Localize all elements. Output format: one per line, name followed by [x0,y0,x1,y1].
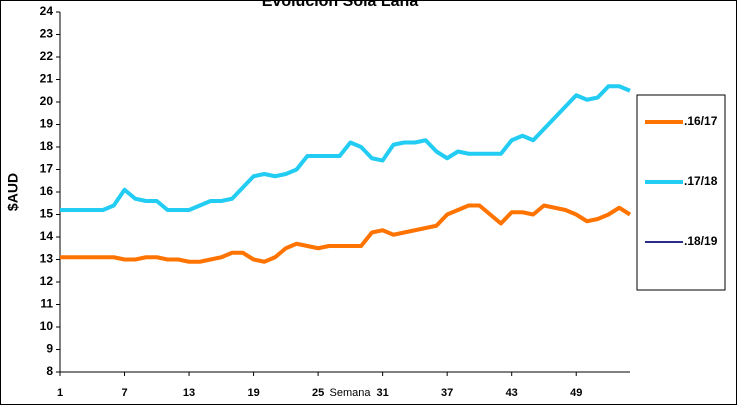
line-series [60,84,631,212]
y-tick-label: 8 [46,364,53,378]
x-tick-label: 1 [57,387,63,399]
y-tick-label: 17 [40,162,54,176]
x-tick-label: 13 [183,387,195,399]
y-tick-label: 10 [40,319,54,333]
legend-box [636,94,726,291]
y-tick-label: 11 [40,297,53,311]
y-tick-label: 13 [40,252,54,266]
x-axis-label: Semana [330,387,372,399]
y-tick-label: 16 [40,184,54,198]
y-tick-label: 9 [46,342,53,356]
y-tick-label: 15 [40,207,54,221]
y-tick-label: 22 [40,49,54,63]
y-tick-label: 18 [40,139,54,153]
legend-label: .16/17 [684,114,718,128]
x-tick-label: 19 [247,387,259,399]
line-series [60,203,632,264]
x-tick-label: 7 [121,387,127,399]
x-tick-label: 31 [377,387,389,399]
x-tick-label: 43 [506,387,518,399]
chart-title: Evolución Sola Lana [262,0,419,10]
x-tick-label: 37 [441,387,453,399]
x-tick-label: 25 [312,387,324,399]
y-tick-label: 14 [40,229,54,243]
y-tick-label: 21 [40,72,54,86]
legend-label: .17/18 [684,174,718,188]
y-tick-label: 24 [40,4,54,18]
x-tick-label: 49 [570,387,582,399]
y-axis-label: $AUD [5,173,21,211]
y-tick-label: 19 [40,117,54,131]
y-tick-label: 12 [40,274,54,288]
y-tick-label: 23 [40,27,54,41]
y-tick-label: 20 [40,94,54,108]
legend-label: .18/19 [684,234,718,248]
